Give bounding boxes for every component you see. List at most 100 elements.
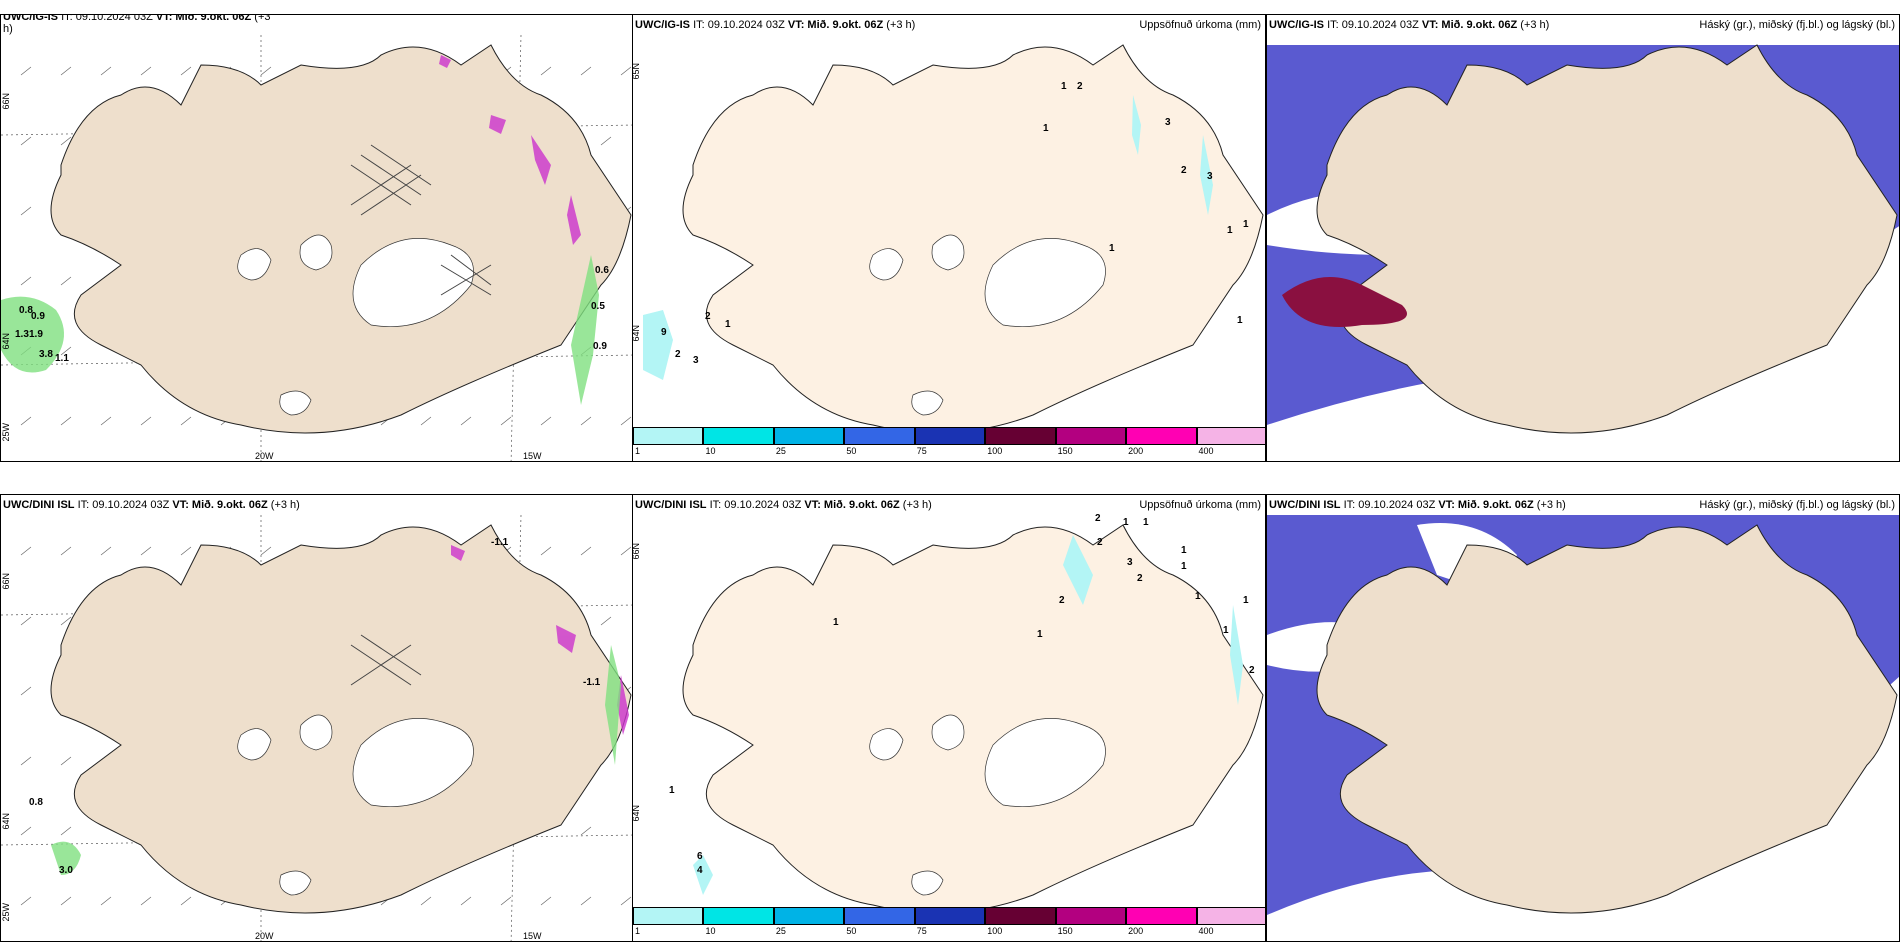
panel-title: UWC/DINI ISL IT: 09.10.2024 03Z VT: Mið.… [635,499,932,511]
value-label: 3 [1165,117,1171,128]
lat-label: 64N [632,325,641,342]
value-label: 0.8 [29,797,43,808]
colorbar-label: 200 [1128,926,1144,936]
cloud-map [1267,515,1899,941]
panel-title: UWC/IG-IS IT: 09.10.2024 03Z VT: Mið. 9.… [1269,19,1550,31]
value-label: 2 [1137,573,1143,584]
panel-right-title: Háský (gr.), miðský (fj.bl.) og lágský (… [1699,19,1895,31]
panel-right-title: Uppsöfnuð úrkoma (mm) [1139,19,1261,31]
panel-title: UWC/IG-IS IT: 09.10.2024 03Z VT: Mið. 9.… [3,14,271,35]
colorbar-segment [1055,907,1127,925]
freezing-areas [439,55,581,245]
lon-label-15w: 15W [523,451,542,461]
colorbar-segment [1196,427,1265,445]
value-label: 0.6 [595,265,609,276]
lat-label-25w: 25W [1,903,11,922]
panel-title: UWC/IG-IS IT: 09.10.2024 03Z VT: Mið. 9.… [635,19,916,31]
hatched-frost [350,634,422,686]
colorbar-label: 100 [987,446,1003,456]
colorbar-label: 1 [635,446,641,456]
value-label: 1 [1037,629,1043,640]
colorbar-segment [703,907,774,925]
colorbar-label: 75 [916,926,927,936]
value-label: 1 [1143,517,1149,528]
precip-map [682,524,1264,914]
value-label: 1 [1243,595,1249,606]
value-label: 3 [1127,557,1133,568]
colorbar-segment [633,907,704,925]
colorbar-segment [914,427,986,445]
colorbar-segment [985,427,1056,445]
lat-label: 64N [632,805,641,822]
lon-label-20w: 20W [255,931,274,941]
value-label: 1 [1237,315,1243,326]
colorbar-label: 75 [916,446,927,456]
value-label: 2 [1249,665,1255,676]
colorbar-segment [703,427,774,445]
value-label: 1.1 [55,353,69,364]
colorbar-segment [844,907,915,925]
value-label: 0.8 [19,305,33,316]
value-label: 2 [1059,595,1065,606]
panel-temperature-dini: UWC/DINI ISL IT: 09.10.2024 03Z VT: Mið.… [0,494,634,942]
panel-right-title: Uppsöfnuð úrkoma (mm) [1139,499,1261,511]
precip-map [643,44,1264,434]
temperature-map [1,35,633,461]
colorbar-label: 25 [775,446,786,456]
colorbar-label: 150 [1057,926,1073,936]
value-label: -1.1 [583,677,601,688]
value-label: 1 [1109,243,1115,254]
panel-precip-igis: UWC/IG-IS IT: 09.10.2024 03Z VT: Mið. 9.… [632,14,1266,462]
value-label: 2 [675,349,681,360]
lat-label-66n: 66N [1,573,11,590]
value-label: 1 [725,319,731,330]
precip-colorbar: 1 10 25 50 75 100 150 200 400 [633,427,1265,457]
lat-label: 65N [632,63,641,80]
lat-label-66n: 66N [1,93,11,110]
colorbar-label: 50 [846,446,857,456]
precip-green [1,255,599,405]
value-label: 1 [1195,591,1201,602]
colorbar-segment [1055,427,1127,445]
precip-colorbar: 1 10 25 50 75 100 150 200 400 [633,907,1265,937]
colorbar-segment [1126,427,1197,445]
value-label: 3 [693,355,699,366]
lon-label-20w: 20W [255,451,274,461]
panel-clouds-igis: UWC/IG-IS IT: 09.10.2024 03Z VT: Mið. 9.… [1266,14,1900,462]
panel-title: UWC/DINI ISL IT: 09.10.2024 03Z VT: Mið.… [1269,499,1566,511]
value-label: 2 [1095,513,1101,524]
colorbar-segment [1196,907,1265,925]
precip-green [51,645,621,875]
precip-areas [643,95,1213,380]
value-label: -1.1 [491,537,509,548]
value-label: 1 [833,617,839,628]
value-label: 2 [705,311,711,322]
colorbar-segment [633,427,704,445]
value-label: 0.9 [593,341,607,352]
value-label: 6 [697,851,703,862]
colorbar-label: 400 [1198,926,1214,936]
value-label: 2 [1077,81,1083,92]
colorbar-label: 10 [705,446,716,456]
value-label: 1 [1227,225,1233,236]
lat-label-25w: 25W [1,423,11,442]
value-label: 1.9 [29,329,43,340]
panel-right-title: Háský (gr.), miðský (fj.bl.) og lágský (… [1699,499,1895,511]
value-label: 2 [1181,165,1187,176]
panel-title: UWC/DINI ISL IT: 09.10.2024 03Z VT: Mið.… [3,499,300,511]
colorbar-label: 50 [846,926,857,936]
value-label: 3.0 [59,865,73,876]
hatched-frost [350,144,492,296]
colorbar-segment [773,907,845,925]
colorbar-segment [985,907,1056,925]
colorbar-label: 100 [987,926,1003,936]
panel-precip-dini: UWC/DINI ISL IT: 09.10.2024 03Z VT: Mið.… [632,494,1266,942]
colorbar-label: 150 [1057,446,1073,456]
colorbar-label: 200 [1128,446,1144,456]
value-label: 1 [1123,517,1129,528]
panel-temperature-igis: UWC/IG-IS IT: 09.10.2024 03Z VT: Mið. 9.… [0,14,634,462]
cloud-map [1267,35,1899,461]
value-label: 1 [1061,81,1067,92]
lon-label-15w: 15W [523,931,542,941]
lat-label: 66N [632,543,641,560]
